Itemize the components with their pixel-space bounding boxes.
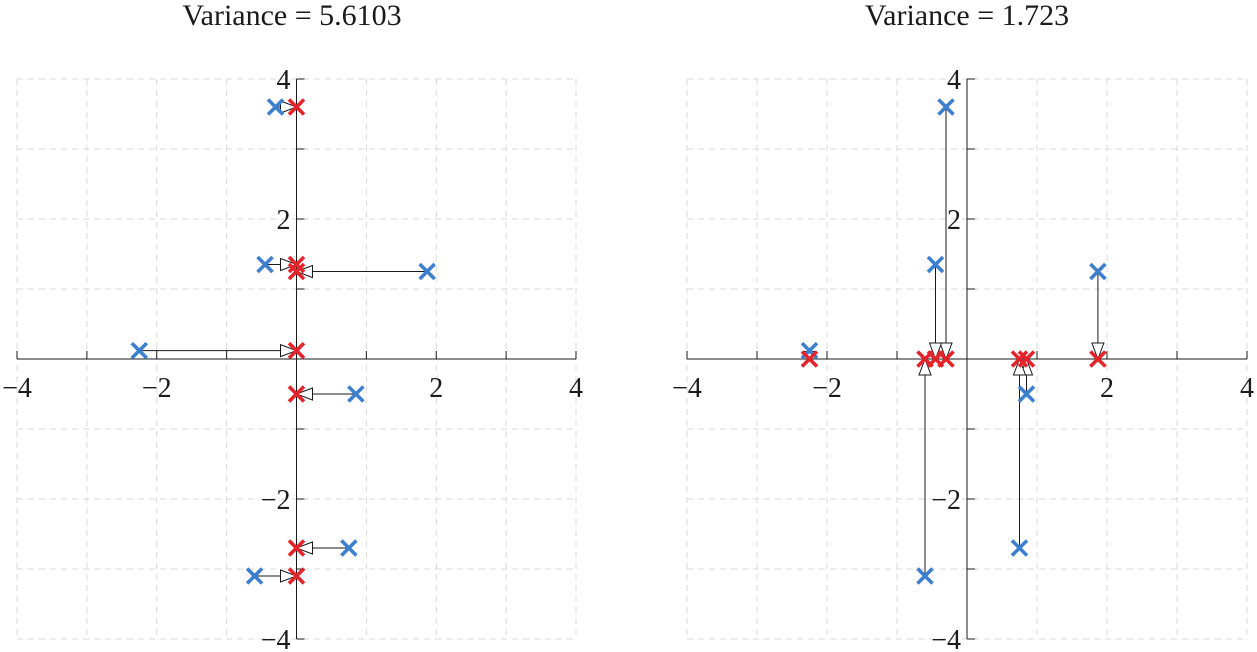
arrow-head [280, 569, 298, 583]
axes-left: −4 −2 2 4 −4 −2 2 4 [2, 65, 583, 652]
plot-panel-left: Variance = 5.6103 −4 −2 2 4 −4 −2 2 4 [2, 0, 583, 652]
x-tick-label: 4 [569, 373, 583, 404]
arrow-head [939, 342, 953, 361]
data-point-original [418, 262, 436, 281]
y-tick-label: 2 [277, 205, 291, 236]
markers-right [800, 98, 1107, 585]
y-tick-label: −4 [261, 625, 291, 652]
y-tick-label: −2 [931, 485, 961, 516]
data-point-projected [287, 262, 306, 281]
data-point-projected [1017, 350, 1036, 368]
arrow-head [1091, 342, 1105, 361]
y-tick-label: 4 [947, 65, 961, 96]
axes-right: −4 −2 2 4 −4 −2 2 4 [672, 65, 1254, 652]
data-point-original [256, 255, 274, 274]
data-point-original [1017, 385, 1036, 403]
x-tick-label: −2 [142, 373, 172, 404]
data-point-original [1089, 262, 1107, 281]
y-tick-label: 2 [947, 205, 961, 236]
data-point-projected [287, 341, 306, 360]
data-point-projected [287, 98, 306, 116]
x-tick-label: −2 [812, 373, 842, 404]
data-point-projected [1089, 350, 1107, 368]
data-point-original [266, 98, 285, 116]
data-point-original [130, 341, 149, 360]
data-point-projected [800, 350, 819, 368]
arrow-head [280, 100, 298, 114]
data-point-original [340, 539, 358, 557]
arrow-head [295, 541, 313, 555]
y-tick-label: −4 [931, 625, 961, 652]
data-point-projected [1010, 350, 1029, 368]
x-tick-label: −4 [2, 373, 32, 404]
markers-left [130, 98, 436, 585]
arrow-head [280, 343, 298, 358]
data-point-original [347, 385, 365, 403]
x-tick-label: 4 [1240, 373, 1254, 404]
data-point-projected [287, 385, 306, 403]
chart-title-right: Variance = 1.723 [865, 0, 1069, 32]
data-point-original [916, 567, 934, 585]
data-point-original [245, 567, 264, 585]
chart-title-left: Variance = 5.6103 [182, 0, 401, 32]
y-tick-label: −2 [261, 485, 291, 516]
data-point-projected [916, 350, 934, 368]
data-point-projected [287, 255, 306, 274]
data-point-projected [287, 567, 306, 585]
data-point-original [937, 98, 955, 116]
y-tick-label: 4 [277, 65, 291, 96]
arrow-head [918, 357, 932, 376]
x-tick-label: 2 [1100, 373, 1114, 404]
data-point-original [926, 255, 945, 274]
x-tick-label: 2 [429, 373, 443, 404]
data-point-projected [287, 539, 306, 557]
x-tick-label: −4 [672, 373, 702, 404]
arrow-head [295, 387, 313, 401]
arrow-head [928, 342, 943, 361]
arrows-right [802, 107, 1105, 576]
data-point-original [1010, 539, 1029, 557]
plot-panel-right: Variance = 1.723 −4 −2 2 4 −4 −2 2 4 [672, 0, 1254, 652]
